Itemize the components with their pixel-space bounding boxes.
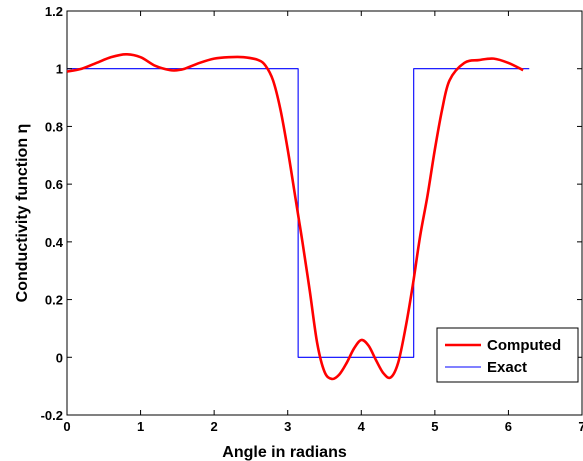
series-line-computed <box>66 52 524 381</box>
y-tick-label: 0.2 <box>45 293 63 308</box>
legend-label-exact: Exact <box>487 359 527 376</box>
x-tick-label: 7 <box>578 419 583 434</box>
y-tick-label: 1 <box>56 62 63 77</box>
x-tick-label: 6 <box>505 419 512 434</box>
y-tick-label: 0.4 <box>45 235 64 250</box>
y-tick-label: 0.8 <box>45 119 63 134</box>
y-tick-label: -0.2 <box>41 408 63 423</box>
y-tick-label: 1.2 <box>45 4 63 19</box>
series-layer <box>66 52 530 381</box>
x-axis-title: Angle in radians <box>222 444 347 461</box>
legend-label-computed: Computed <box>487 337 561 354</box>
x-tick-label: 4 <box>358 419 366 434</box>
y-tick-label: 0.6 <box>45 177 63 192</box>
ticks-layer: 0 1 2 3 4 5 6 7-0.200.20.40.60.811.2 <box>41 4 583 434</box>
y-axis-title: Conductivity function η <box>14 124 31 303</box>
legend: Computed Exact <box>436 327 579 383</box>
legend-box <box>436 327 579 383</box>
x-tick-label: 3 <box>284 419 291 434</box>
x-tick-label: 0 <box>63 419 70 434</box>
y-tick-label: 0 <box>56 350 63 365</box>
x-tick-label: 5 <box>431 419 438 434</box>
x-tick-label: 1 <box>137 419 144 434</box>
x-tick-label: 2 <box>211 419 218 434</box>
series-line-exact <box>67 68 530 358</box>
